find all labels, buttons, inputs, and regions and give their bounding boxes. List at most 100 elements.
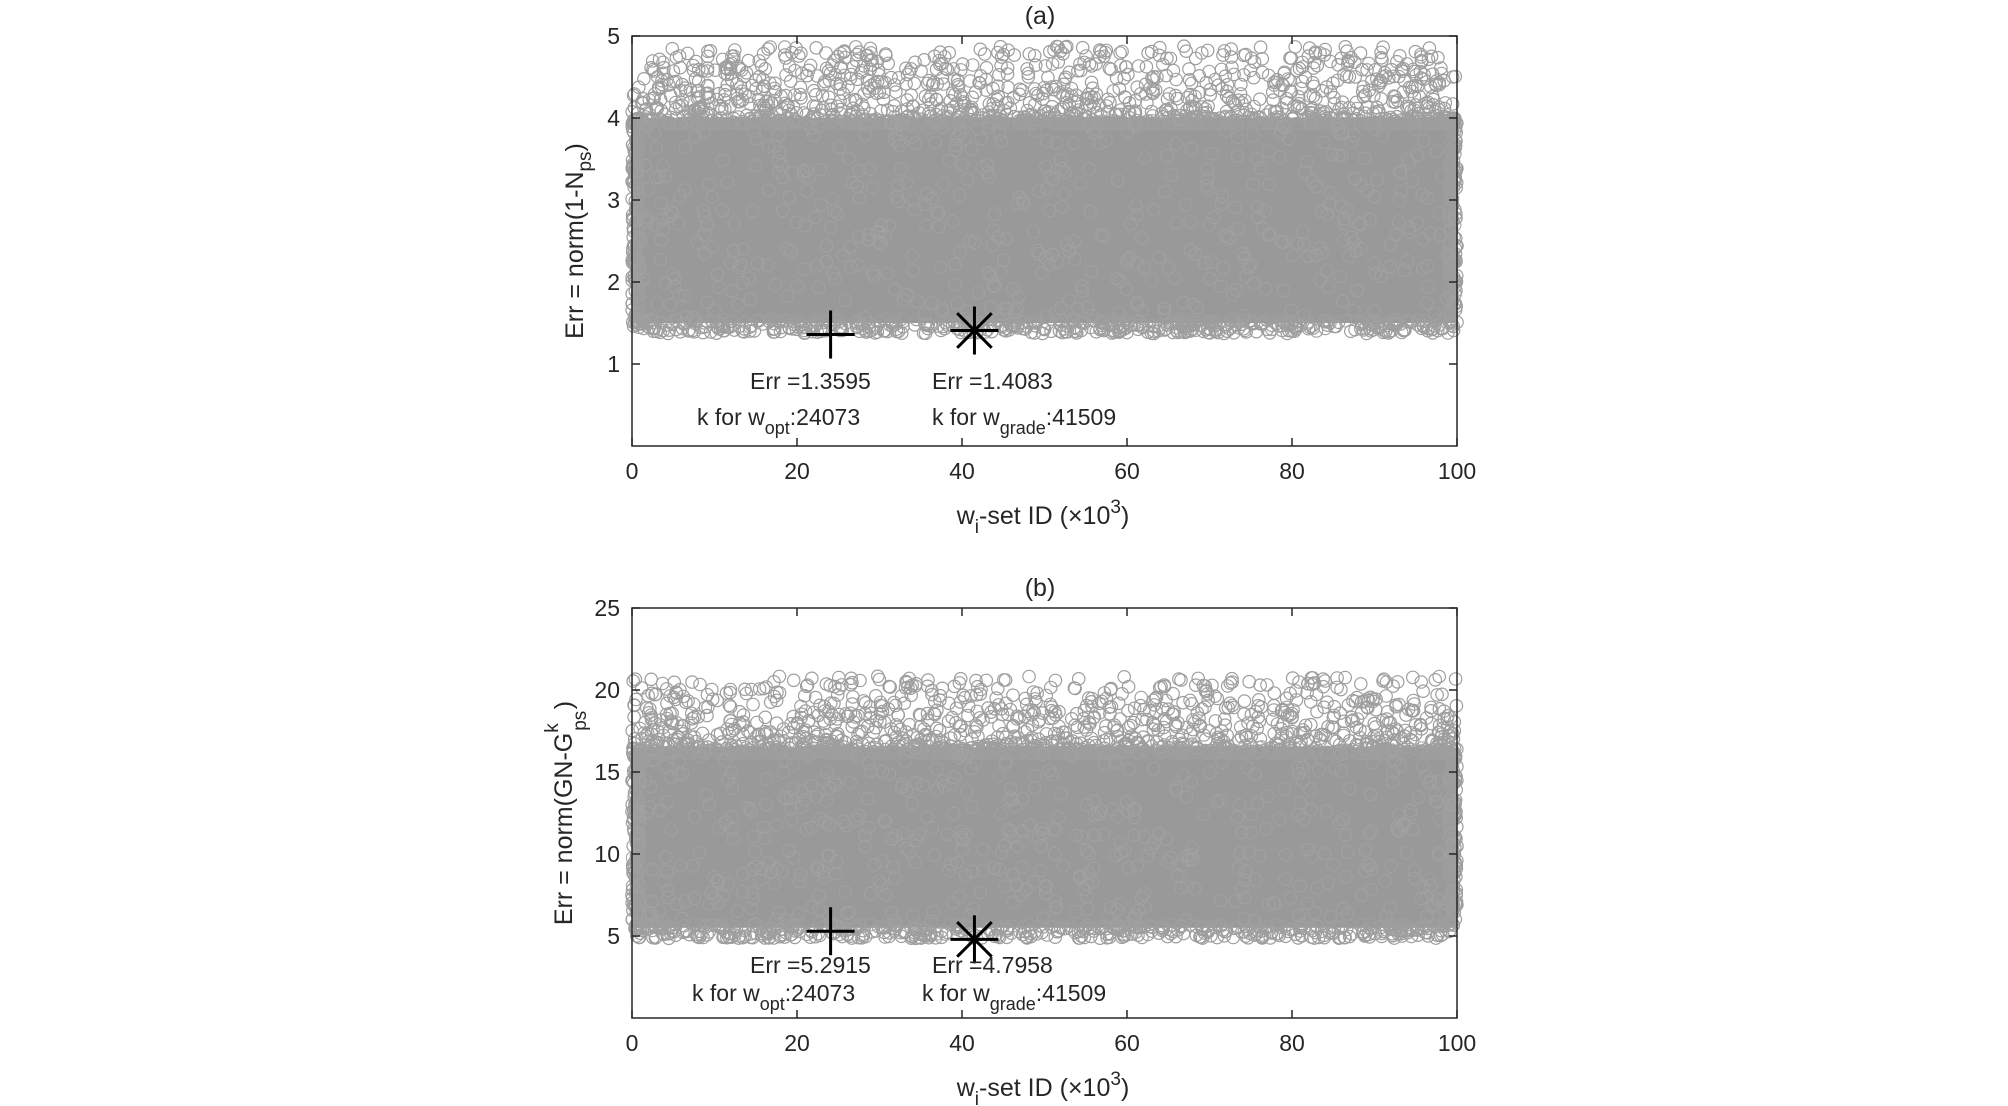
scatter-point [675,77,690,92]
scatter-point [779,111,794,126]
scatter-point [1104,116,1119,130]
scatter-point [1308,46,1323,61]
scatter-point [994,50,1009,64]
scatter-point [1225,60,1239,75]
scatter-point [1306,89,1321,103]
scatter-point [1225,94,1240,108]
scatter-point [955,57,970,71]
scatter-point [1136,319,1151,333]
scatter-point [1012,117,1026,131]
scatter-point [991,45,1005,60]
scatter-point [881,56,895,71]
scatter-point [1182,73,1197,87]
scatter-point [824,113,839,127]
scatter-point [1139,60,1154,74]
scatter-point [1146,73,1161,87]
scatter-point [767,81,782,96]
scatter-point [636,92,651,106]
scatter-point [1327,97,1342,111]
scatter-point [1285,111,1299,126]
scatter-point [1356,80,1371,94]
x-tick-label: 80 [1279,458,1305,484]
scatter-point [1082,57,1097,71]
scatter-point [920,76,935,91]
scatter-point [1237,323,1252,338]
scatter-point [993,39,1008,54]
scatter-point [1160,51,1174,66]
scatter-point [669,50,684,65]
scatter-point [737,322,751,336]
scatter-point [1186,316,1201,330]
scatter-point [744,318,759,333]
scatter-point [1143,81,1157,95]
scatter-point [1094,44,1108,59]
scatter-point [1295,60,1310,74]
scatter-point [1196,324,1211,339]
scatter-point [1027,48,1042,63]
scatter-point [1048,117,1062,131]
scatter-point [1287,110,1302,124]
scatter-point [1342,70,1357,84]
scatter-point [663,89,678,103]
scatter-point [904,88,918,102]
scatter-point [880,103,895,117]
scatter-point [1412,89,1427,104]
scatter-point [1253,40,1268,54]
scatter-point [1136,116,1150,130]
scatter-point [973,69,988,83]
scatter-point [686,58,700,73]
scatter-point [849,53,864,68]
scatter-point [1227,96,1241,110]
scatter-point [1270,104,1284,118]
scatter-point [1414,55,1429,69]
scatter-point [665,41,680,56]
scatter-point [783,74,798,88]
scatter-point [1362,317,1376,331]
scatter-point [812,312,826,327]
scatter-point [1247,55,1262,69]
scatter-point [954,63,968,77]
scatter-point [942,314,957,328]
scatter-point [1432,100,1446,114]
panel-a-scatter [625,39,1464,341]
scatter-point [1028,97,1042,112]
scatter-point [683,112,697,127]
scatter-point [906,99,921,114]
scatter-point [979,83,993,97]
scatter-point [1327,319,1342,334]
scatter-point [1307,79,1321,94]
scatter-point [1056,46,1070,61]
scatter-point [992,68,1006,82]
scatter-point [1185,93,1199,108]
scatter-point [922,73,936,88]
scatter-point [925,117,940,131]
scatter-point [865,323,879,337]
scatter-point [916,326,931,340]
scatter-point [1273,313,1288,328]
scatter-point [1277,65,1292,80]
scatter-point [1392,69,1406,84]
scatter-point [1160,92,1175,106]
scatter-point [1331,58,1345,72]
scatter-point [1157,323,1172,337]
scatter-point [867,76,882,90]
scatter-point [797,325,812,340]
scatter-point [1354,314,1368,329]
scatter-point [1227,67,1241,82]
scatter-point [1096,315,1111,330]
scatter-point [649,324,664,339]
scatter-point [1048,79,1063,94]
scatter-point [1093,43,1107,57]
scatter-point [1213,117,1228,131]
scatter-point [982,115,997,130]
scatter-point [743,320,757,334]
scatter-point [789,106,804,120]
scatter-point [899,61,913,76]
scatter-point [761,42,775,56]
scatter-point [1055,117,1070,131]
scatter-point [1390,93,1405,108]
scatter-point [1225,314,1239,329]
scatter-point [1222,321,1237,336]
scatter-point [1016,110,1031,124]
scatter-point [794,91,808,105]
